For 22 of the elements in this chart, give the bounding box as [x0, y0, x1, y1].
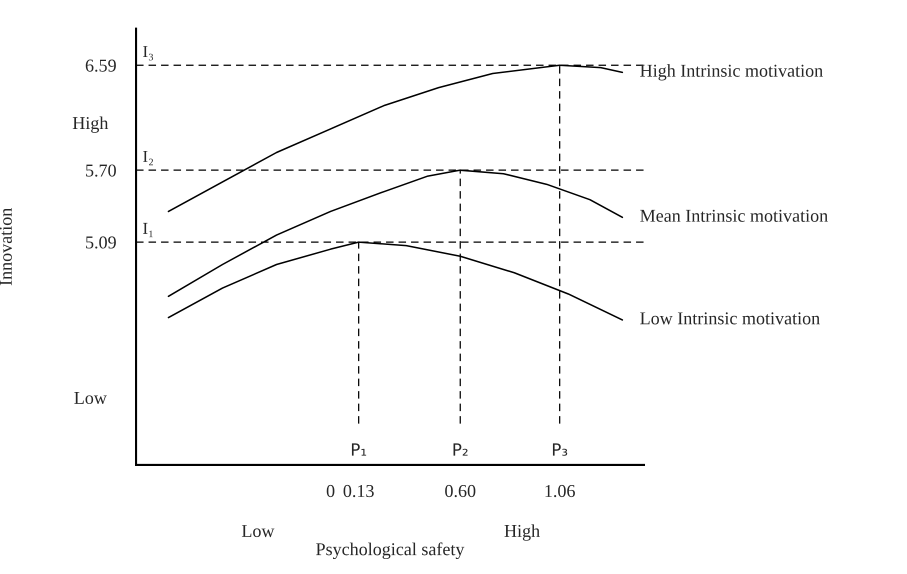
x-axis-title: Psychological safety: [316, 542, 464, 560]
x-tick-label: 0.13: [344, 484, 374, 498]
x-tick-label: 1.06: [545, 484, 575, 498]
text: High: [504, 524, 540, 541]
ref-line-label: P₁: [352, 443, 366, 456]
y-axis-title: Innovation: [0, 208, 12, 286]
y-tick-label: 5.70: [86, 164, 116, 177]
ref-line-label: I₃: [143, 46, 154, 60]
ref-line-label: P₂: [454, 443, 468, 456]
series-label: Mean Intrinsic motivation: [640, 210, 828, 222]
ref-line-label: I₁: [143, 222, 153, 238]
ref-line-label: P₃: [552, 443, 568, 456]
series-label: Low Intrinsic motivation: [640, 312, 820, 324]
y-tick-label: 6.59: [86, 60, 116, 72]
series-label: High Intrinsic motivation: [640, 64, 823, 81]
y-tick-label: 5.09: [86, 236, 116, 249]
text: Low: [242, 525, 274, 538]
x-tick-label: 0: [326, 484, 334, 498]
ref-line-label: I₂: [143, 151, 153, 166]
x-tick-label: 0.60: [445, 484, 476, 498]
text: High: [72, 116, 108, 133]
text: Low: [74, 392, 107, 404]
